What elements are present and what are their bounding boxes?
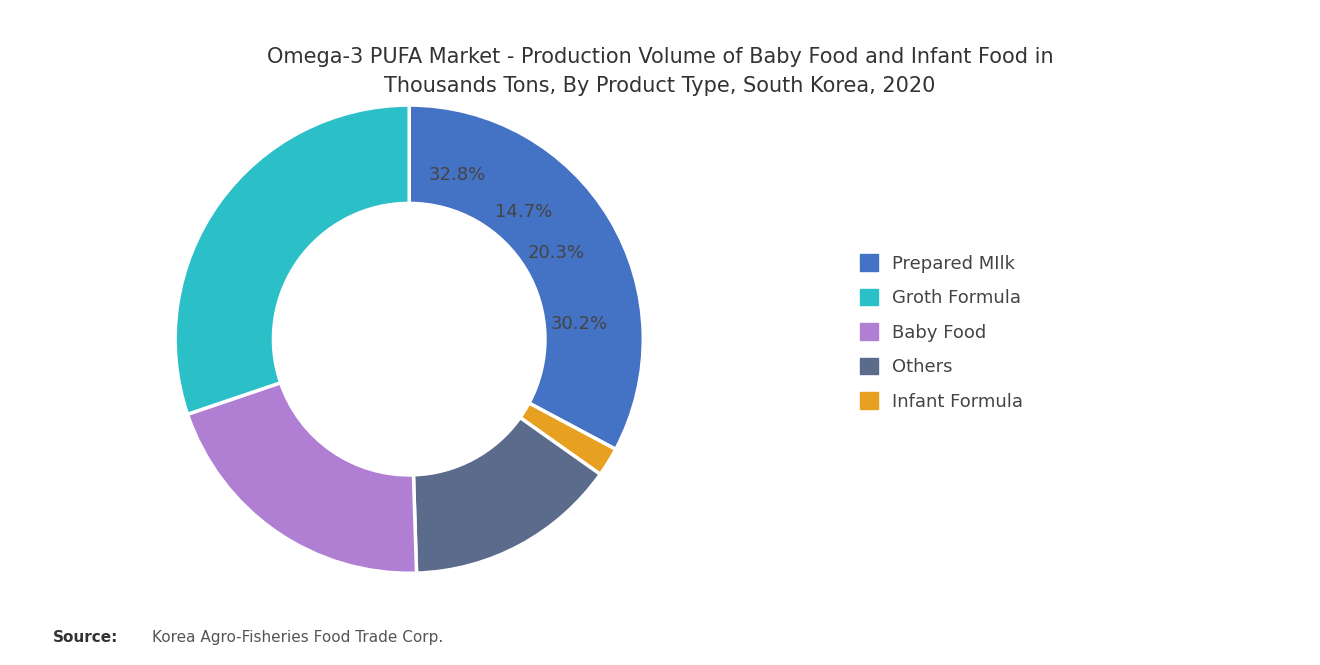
Text: 30.2%: 30.2%	[550, 315, 609, 333]
Text: Omega-3 PUFA Market - Production Volume of Baby Food and Infant Food in
Thousand: Omega-3 PUFA Market - Production Volume …	[267, 47, 1053, 96]
Legend: Prepared MIlk, Groth Formula, Baby Food, Others, Infant Formula: Prepared MIlk, Groth Formula, Baby Food,…	[850, 245, 1032, 420]
Text: Korea Agro-Fisheries Food Trade Corp.: Korea Agro-Fisheries Food Trade Corp.	[152, 630, 444, 645]
Text: 32.8%: 32.8%	[429, 166, 486, 184]
Text: 14.7%: 14.7%	[495, 203, 553, 221]
Wedge shape	[176, 105, 409, 414]
Wedge shape	[187, 383, 417, 573]
Wedge shape	[413, 418, 601, 573]
Wedge shape	[409, 105, 643, 450]
Text: 20.3%: 20.3%	[528, 244, 585, 262]
Wedge shape	[520, 403, 615, 474]
Text: Source:: Source:	[53, 630, 119, 645]
